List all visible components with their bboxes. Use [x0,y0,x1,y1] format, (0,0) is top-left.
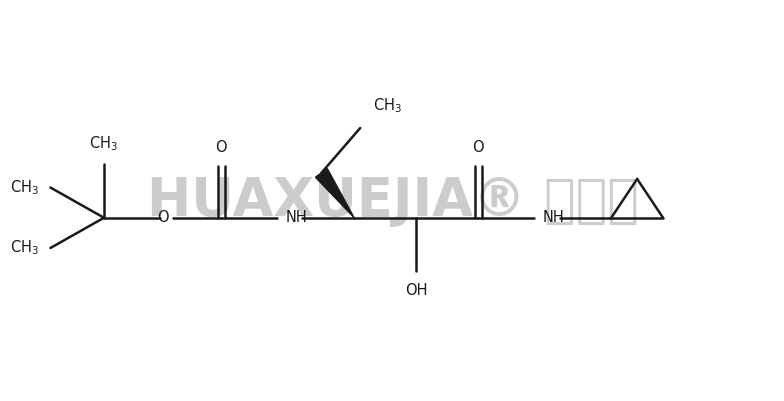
Text: CH$_3$: CH$_3$ [89,134,118,153]
Text: CH$_3$: CH$_3$ [10,178,39,197]
Text: O: O [157,210,169,225]
Text: NH: NH [543,210,564,225]
Text: CH$_3$: CH$_3$ [10,239,39,257]
Text: O: O [473,140,485,155]
Polygon shape [315,168,354,218]
Text: NH: NH [286,210,308,225]
Text: O: O [216,140,227,155]
Text: CH$_3$: CH$_3$ [373,96,402,115]
Text: HUAXUEJIA® 化学加: HUAXUEJIA® 化学加 [147,174,639,227]
Text: OH: OH [405,284,427,298]
